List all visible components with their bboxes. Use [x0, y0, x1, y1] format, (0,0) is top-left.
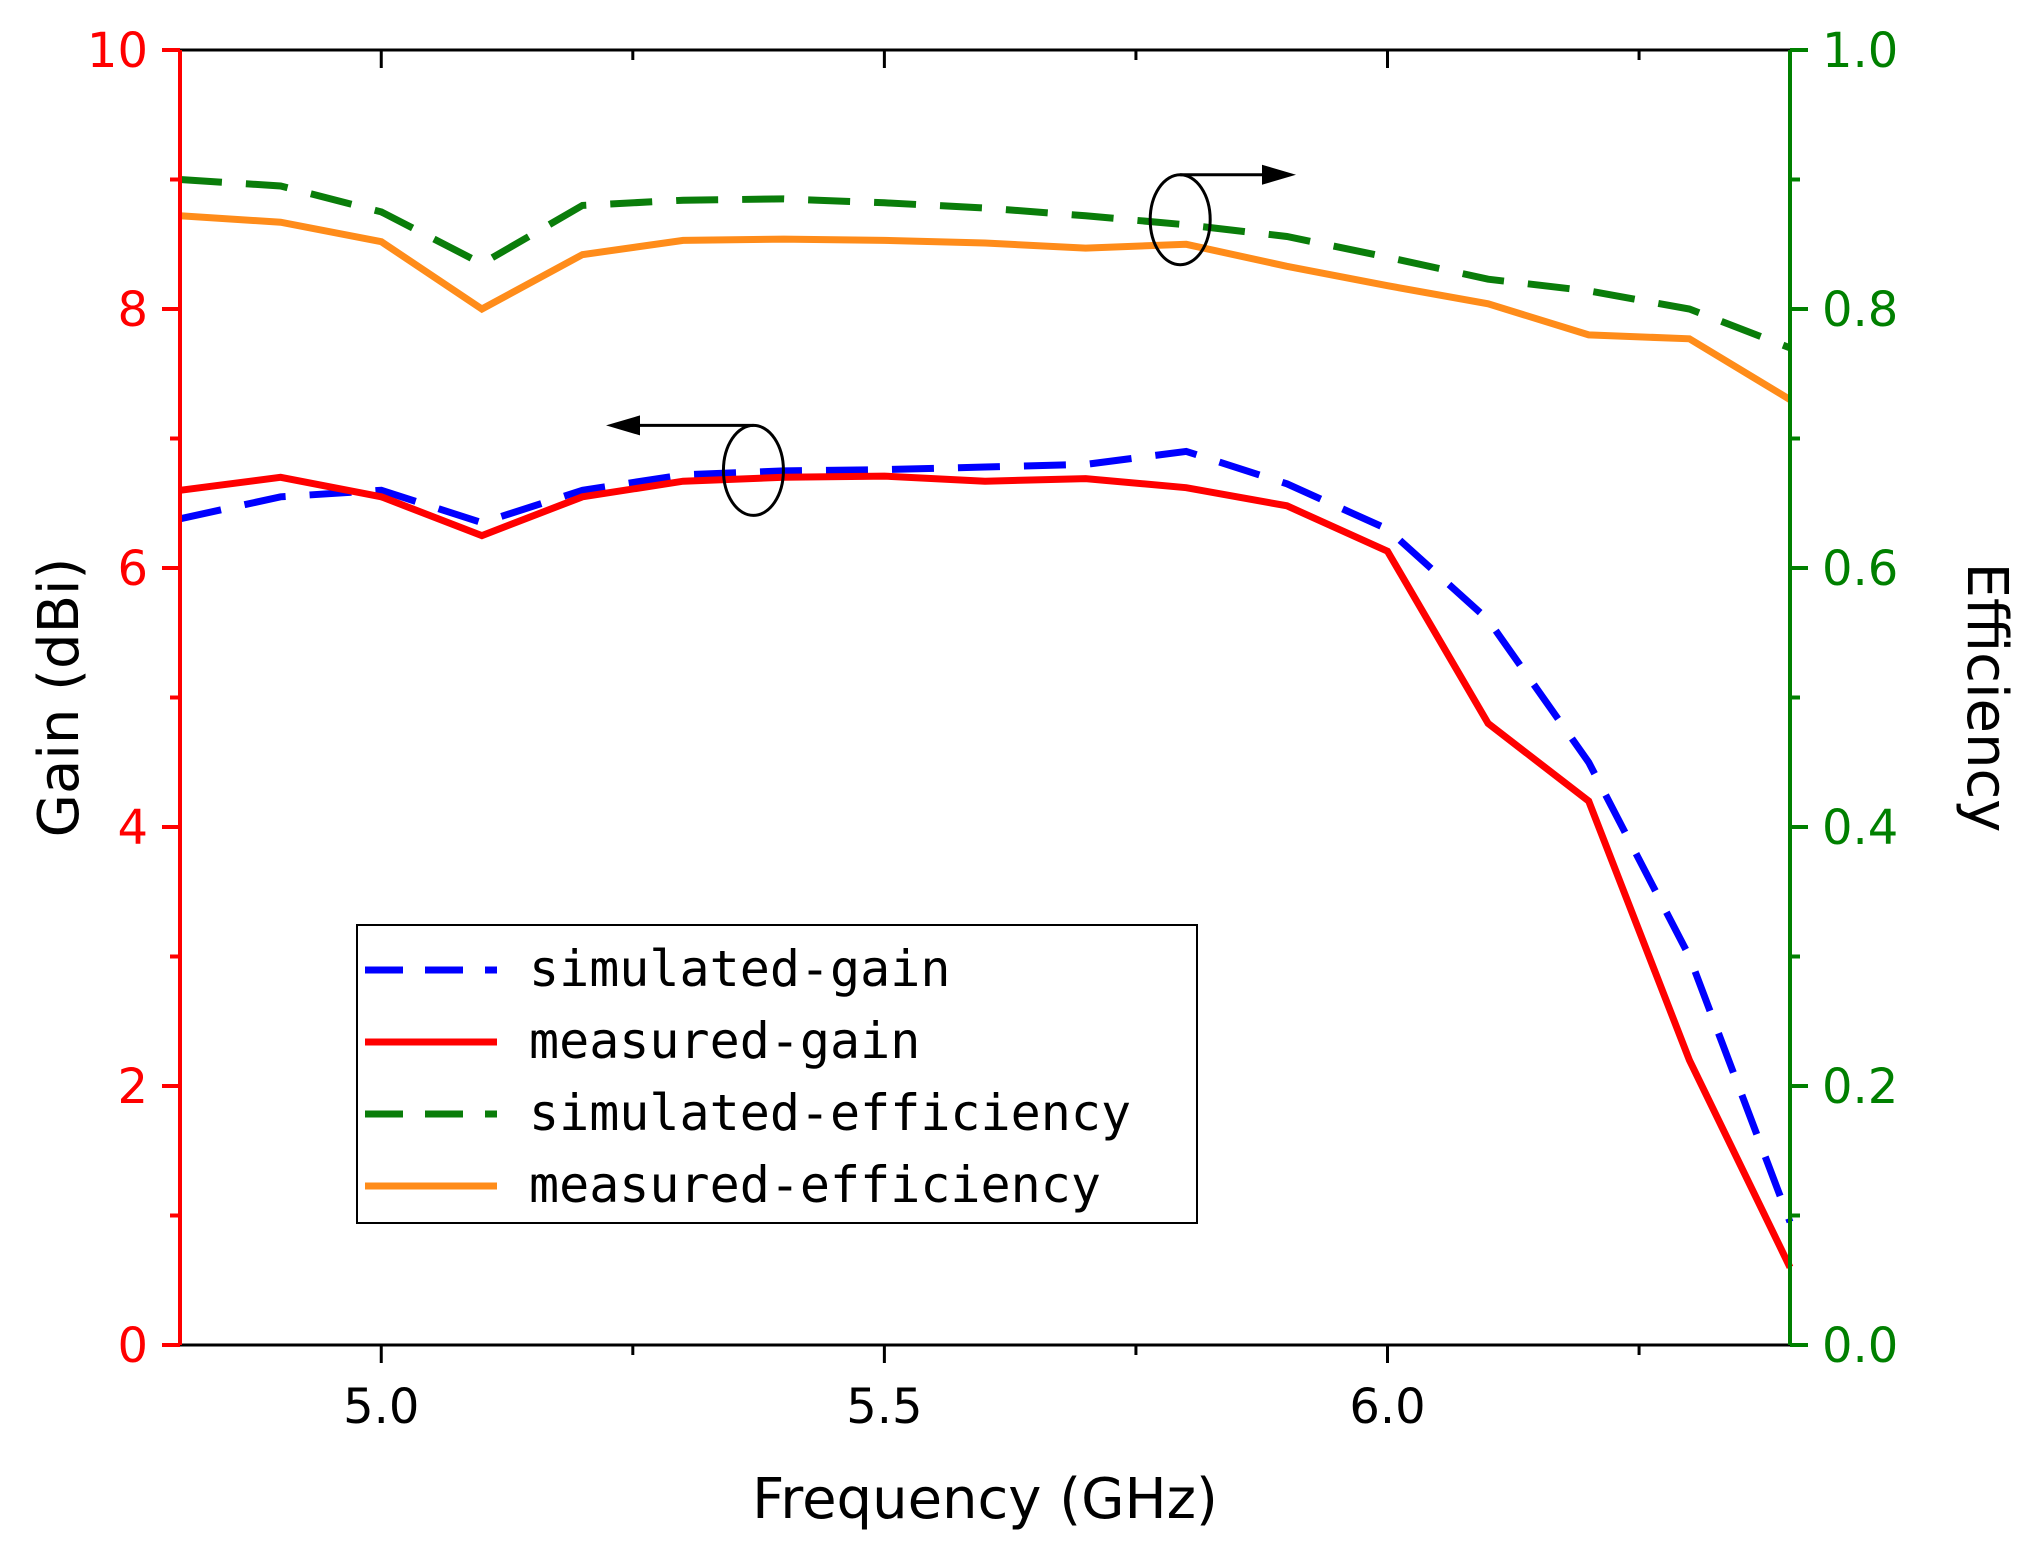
- left-tick-label: 2: [117, 1059, 148, 1115]
- series-layer: [179, 176, 1794, 1269]
- right-tick-label: 0.0: [1822, 1318, 1898, 1374]
- left-axis-title: Gain (dBi): [27, 558, 92, 838]
- left-tick-label: 0: [117, 1318, 148, 1374]
- left-tick-label: 10: [87, 23, 148, 79]
- right-axis-title: Efficiency: [1954, 563, 2019, 833]
- right-tick-label: 0.8: [1822, 282, 1898, 338]
- legend-box: [356, 924, 1198, 1224]
- legend-label: simulated-gain: [529, 940, 950, 998]
- axis-layer: 0 2 4 6 8 10 0.0 0.2 0.4 0.6 0.8 1.0 5.0 5.5 6.0: [87, 23, 1898, 1435]
- efficiency-axis-arrowhead: [1262, 164, 1296, 185]
- series-line-measured-gain: [179, 472, 1794, 1269]
- right-tick-label: 0.4: [1822, 800, 1898, 856]
- annotation-layer: [606, 164, 1296, 517]
- x-tick-label: 5.5: [846, 1379, 922, 1435]
- gain-axis-arrowhead: [606, 415, 640, 436]
- series-line-simulated-gain: [179, 447, 1794, 1224]
- x-tick-label: 6.0: [1349, 1379, 1425, 1435]
- legend: simulated-gain measured-gain simulated-eff…: [356, 924, 1198, 1224]
- legend-label: simulated-efficiency: [529, 1084, 1131, 1142]
- plot-frame: [180, 48, 1790, 1347]
- right-tick-label: 1.0: [1822, 23, 1898, 79]
- right-tick-label: 0.2: [1822, 1059, 1898, 1115]
- legend-label: measured-gain: [529, 1012, 920, 1070]
- left-tick-label: 4: [117, 800, 148, 856]
- legend-label: measured-efficiency: [529, 1156, 1101, 1214]
- series-line-simulated-efficiency: [179, 176, 1792, 352]
- right-tick-label: 0.6: [1822, 541, 1898, 597]
- left-tick-label: 6: [117, 541, 148, 597]
- x-tick-label: 5.0: [343, 1379, 419, 1435]
- left-tick-label: 8: [117, 282, 148, 338]
- x-axis-title: Frequency (GHz): [752, 1467, 1218, 1532]
- series-line-measured-efficiency: [179, 212, 1792, 403]
